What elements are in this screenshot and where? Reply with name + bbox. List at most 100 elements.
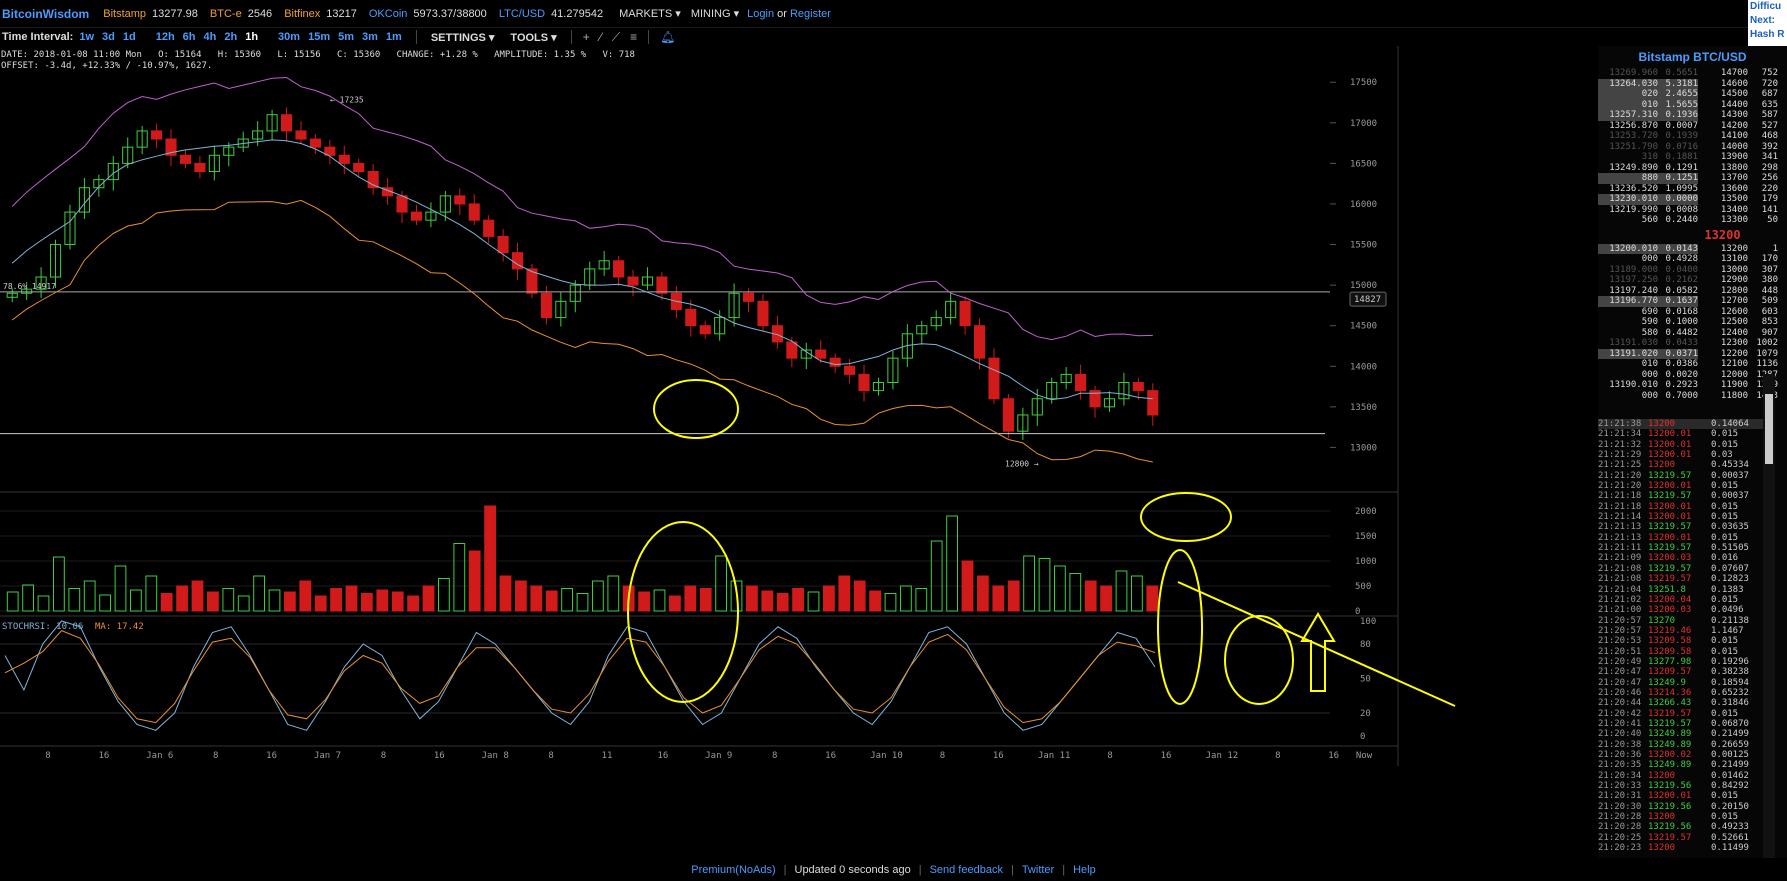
candle-body [1103, 398, 1116, 408]
stoch-tick-label: 0 [1360, 732, 1365, 742]
price-tick-label: 13500 [1350, 403, 1377, 413]
interval-3d[interactable]: 3d [102, 31, 115, 43]
order-book-row[interactable]: 13256.870 0.0007 14200 527 [1609, 120, 1778, 131]
order-book-row[interactable]: 690 0.0168 12600 603 [1641, 306, 1778, 317]
register-link[interactable]: Register [789, 7, 831, 20]
volume-bar [653, 589, 666, 612]
trade-row: 21:20:30 13219.56 0.20150 [1598, 801, 1749, 812]
candle-body [887, 357, 899, 383]
order-book-row[interactable]: 000 0.4928 13100 170 [1641, 254, 1778, 264]
order-book-row[interactable]: 590 0.1000 12500 853 [1641, 317, 1778, 327]
interval-15m[interactable]: 15m [308, 31, 331, 43]
help-link[interactable]: Help [1073, 863, 1096, 876]
interval-1w[interactable]: 1w [79, 31, 95, 43]
alert-bell-icon[interactable]: 🔔︎ [660, 30, 676, 44]
fib-tool-icon[interactable]: ≡ [630, 30, 638, 44]
toolbar-divider [648, 30, 650, 44]
exchange-name[interactable]: BTC-e [209, 7, 242, 20]
twitter-link[interactable]: Twitter [1021, 863, 1055, 876]
interval-12h[interactable]: 12h [155, 31, 175, 43]
order-book-row[interactable]: 13253.720 0.1939 14100 468 [1609, 131, 1778, 141]
candle-body [367, 171, 379, 189]
candle-body [540, 292, 552, 319]
candle-body [1046, 382, 1058, 400]
order-book-row[interactable]: 13236.520 1.0995 13600 220 [1609, 183, 1778, 194]
order-book-row[interactable]: 560 0.2440 13300 50 [1641, 215, 1778, 225]
order-book-row[interactable]: 13189.000 0.0400 13000 307 [1609, 264, 1778, 275]
volume-bar [592, 580, 604, 612]
settings-menu[interactable]: SETTINGS ▾ [430, 31, 495, 44]
difficulty-widget[interactable]: Difficu Next: Hash R [1748, 0, 1787, 46]
order-book-row[interactable]: 13191.020 0.0371 12200 1079 [1598, 348, 1787, 359]
price-tick-label: 16000 [1350, 200, 1377, 210]
order-book-row[interactable]: 13219.990 0.0008 13400 141 [1609, 204, 1778, 215]
order-book-row[interactable]: 13251.790 0.0716 14000 392 [1609, 141, 1778, 152]
order-book-row[interactable]: 13196.770 0.1637 12700 509 [1598, 296, 1787, 307]
candle-body [21, 288, 33, 294]
premium-link[interactable]: Premium(NoAds) [691, 863, 776, 876]
stochrsi-series [4, 620, 1156, 731]
order-book-row[interactable]: 13197.250 0.2162 12900 380 [1609, 275, 1778, 285]
exchange-name[interactable]: Bitstamp [103, 7, 147, 20]
candle-body [107, 162, 119, 181]
ray-tool-icon[interactable]: ⟋ [611, 29, 621, 44]
exchange-name[interactable]: LTC/USD [498, 7, 546, 20]
trades-scrollbar[interactable] [1763, 374, 1775, 858]
interval-1m[interactable]: 1m [385, 31, 402, 43]
price-chart[interactable]: 1750017000165001600015500150001450014000… [0, 46, 1598, 858]
interval-1d[interactable]: 1d [122, 31, 136, 43]
crosshair-tool-icon[interactable]: + [582, 30, 590, 44]
order-book-row[interactable]: 310 0.1881 13900 341 [1641, 152, 1778, 162]
footer: Premium(NoAds) | Updated 0 seconds ago |… [0, 858, 1787, 881]
mining-menu[interactable]: MINING ▾ [690, 8, 740, 20]
order-book-row[interactable]: 13264.030 5.3181 14600 720 [1598, 78, 1787, 89]
exchange-name[interactable]: Bitfinex [284, 7, 321, 20]
volume-bar [1100, 585, 1112, 612]
interval-1h[interactable]: 1h [245, 31, 259, 43]
high-label: ← 17235 [330, 96, 364, 105]
candle-body [252, 130, 264, 140]
order-book-row[interactable]: 0000.7000118001443 [1641, 390, 1778, 401]
interval-6h[interactable]: 6h [182, 31, 196, 43]
login-link[interactable]: Login [747, 7, 775, 20]
brand-logo[interactable]: BitcoinWisdom [2, 6, 90, 21]
interval-2h[interactable]: 2h [224, 31, 238, 43]
trade-row: 21:21:11 13219.57 0.51505 [1598, 543, 1749, 554]
exchange-price: 41.279542 [551, 7, 604, 20]
candle-body [1060, 373, 1072, 383]
interval-4h[interactable]: 4h [203, 31, 217, 43]
order-book-row[interactable]: 13230.010 0.0000 13500 179 [1598, 194, 1787, 205]
tools-menu[interactable]: TOOLS ▾ [510, 31, 557, 44]
order-book-row[interactable]: 13197.240 0.0582 12800 448 [1609, 285, 1778, 296]
order-book-row[interactable]: 580 0.4482 12400 907 [1641, 327, 1778, 338]
markets-menu[interactable]: MARKETS ▾ [619, 8, 681, 20]
candle-body [439, 195, 451, 213]
volume-bar [638, 591, 650, 612]
order-book-row[interactable]: 13257.310 0.1936 14300 587 [1598, 110, 1787, 121]
interval-list: 1w 3d 1d 12h 6h 4h 2h 1h 30m 15m 5m 3m 1m [79, 31, 410, 43]
line-tool-icon[interactable]: ⁄ [599, 30, 602, 44]
order-book-row[interactable]: 010 1.5655 14400 635 [1598, 99, 1787, 110]
order-book-row[interactable]: 0000.0020120001287 [1641, 369, 1778, 380]
time-tick-label: 8 [772, 751, 777, 761]
candle-body [555, 300, 567, 319]
interval-5m[interactable]: 5m [338, 31, 355, 43]
trade-row: 21:20:28 13219.56 0.49233 [1598, 822, 1749, 833]
interval-30m[interactable]: 30m [278, 31, 301, 43]
volume-bar [284, 591, 296, 612]
order-book-row[interactable]: 13200.010 0.0143 13200 1 [1598, 243, 1787, 254]
order-book-row[interactable]: 020 2.4655 14500 687 [1598, 89, 1787, 100]
feedback-link[interactable]: Send feedback [929, 863, 1003, 876]
scrollbar-thumb[interactable] [1765, 394, 1773, 464]
exchange-name[interactable]: OKCoin [368, 7, 408, 20]
order-book-row[interactable]: 13249.890 0.1291 13800 298 [1609, 162, 1778, 173]
order-book-row[interactable]: 880 0.1251 13700 256 [1598, 173, 1787, 184]
order-book-row[interactable]: 010 0.0386 12100 1136 [1641, 359, 1778, 369]
highlight-ellipse [627, 521, 739, 703]
trade-row: 21:20:36 13200.02 0.00125 [1598, 750, 1749, 760]
trade-row: 21:21:38 13200 0.14064 [1598, 419, 1773, 430]
order-book-row[interactable]: 13269.960 0.5651 14700 752 [1609, 68, 1778, 78]
interval-3m[interactable]: 3m [362, 31, 378, 43]
order-book-row[interactable]: 13191.030 0.0433 12300 1002 [1609, 338, 1778, 348]
